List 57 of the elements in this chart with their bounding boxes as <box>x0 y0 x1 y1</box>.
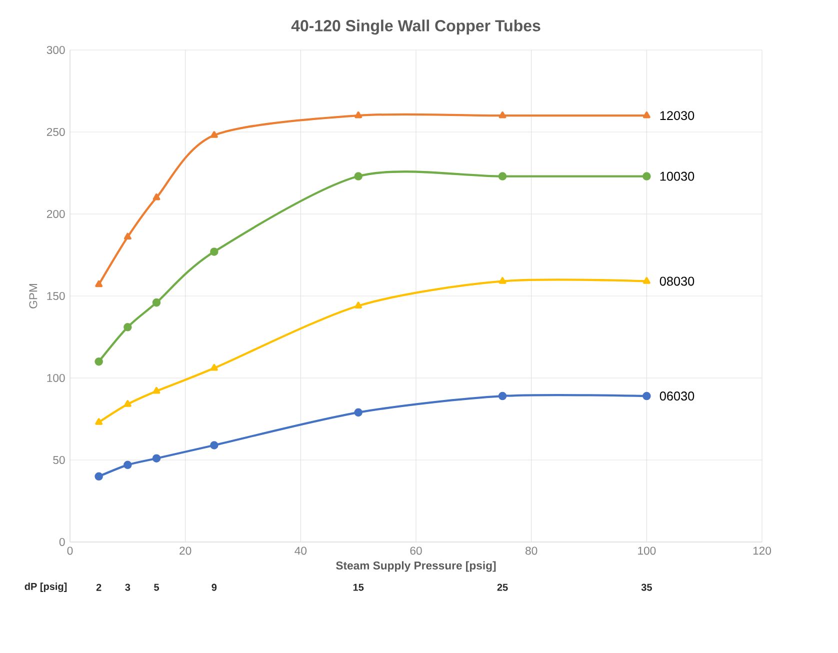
series-label: 10030 <box>660 172 694 181</box>
point <box>498 277 506 284</box>
x-tick-label: 40 <box>294 546 307 555</box>
text: 3 <box>125 584 130 591</box>
series-label: 08030 <box>660 276 694 286</box>
y-tick-label: 200 <box>46 210 65 218</box>
point <box>210 248 218 256</box>
text: 15 <box>353 584 364 591</box>
point <box>210 131 218 138</box>
text: 5 <box>154 584 160 591</box>
text: dP [psig] <box>24 582 67 592</box>
text: 9 <box>212 584 217 591</box>
point <box>94 357 103 366</box>
chart-title: 40-120 Single Wall Copper Tubes <box>291 20 540 35</box>
y-tick-label: 150 <box>47 292 65 300</box>
point <box>354 172 362 180</box>
point <box>498 111 506 118</box>
text: 2 <box>96 584 102 591</box>
point <box>124 323 132 332</box>
point <box>498 392 507 400</box>
text: 25 <box>497 584 508 591</box>
y-tick-label: 100 <box>47 374 65 382</box>
x-tick-label: 60 <box>410 546 422 555</box>
point <box>354 111 362 118</box>
point <box>124 460 132 470</box>
point <box>642 172 651 180</box>
point <box>95 418 103 425</box>
point <box>95 280 103 288</box>
series-label: 12030 <box>660 111 694 120</box>
x-tick-label: 120 <box>753 546 772 555</box>
point <box>152 193 160 200</box>
point <box>642 111 650 118</box>
point <box>642 392 651 400</box>
y-tick-label: 250 <box>46 128 65 136</box>
x-axis-title: Steam Supply Pressure [psig] <box>336 561 496 572</box>
x-tick-label: 0 <box>67 546 73 555</box>
y-tick-label: 50 <box>53 456 65 464</box>
y-tick-label: 300 <box>46 46 65 54</box>
point <box>124 400 132 407</box>
point <box>210 441 218 450</box>
x-tick-label: 80 <box>526 546 538 555</box>
point <box>642 277 650 284</box>
x-tick-label: 20 <box>180 546 192 555</box>
point <box>498 172 507 180</box>
x-tick-label: 100 <box>638 546 656 555</box>
point <box>210 364 218 371</box>
point <box>152 298 161 307</box>
point <box>354 302 362 308</box>
y-axis-title: GPM <box>29 284 38 308</box>
point <box>354 408 362 417</box>
point <box>152 454 161 462</box>
series-label: 06030 <box>660 392 694 401</box>
y-tick-label: 0 <box>59 538 65 546</box>
point <box>124 232 132 240</box>
point <box>94 472 103 481</box>
point <box>152 386 160 394</box>
text: 35 <box>641 584 652 591</box>
